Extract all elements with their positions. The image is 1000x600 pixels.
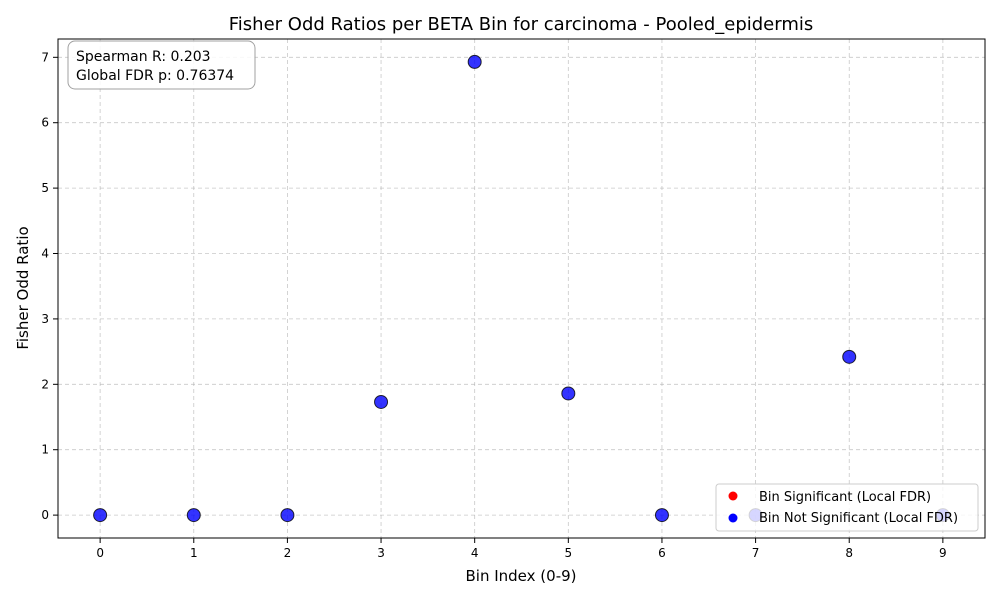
- data-point: [654, 508, 669, 523]
- spearman-text: Spearman R: 0.203: [76, 49, 211, 65]
- data-point: [186, 508, 201, 523]
- data-points: [93, 54, 950, 523]
- data-point: [467, 54, 482, 69]
- x-tick-label: 4: [471, 546, 479, 560]
- data-point: [842, 349, 857, 364]
- x-tick-label: 1: [190, 546, 198, 560]
- y-axis-label: Fisher Odd Ratio: [14, 226, 32, 349]
- x-tick-label: 7: [752, 546, 760, 560]
- x-axis-label: Bin Index (0-9): [466, 567, 577, 585]
- x-tick-label: 0: [96, 546, 104, 560]
- stats-box: Spearman R: 0.203 Global FDR p: 0.76374: [67, 40, 256, 90]
- legend-label-significant: Bin Significant (Local FDR): [759, 490, 931, 505]
- y-tick-label: 5: [41, 181, 49, 195]
- x-tick-label: 2: [284, 546, 292, 560]
- x-tick-label: 9: [939, 546, 947, 560]
- y-tick-label: 6: [41, 116, 49, 130]
- legend: Bin Significant (Local FDR) Bin Not Sign…: [715, 483, 979, 532]
- data-point: [93, 508, 108, 523]
- data-point: [561, 386, 576, 401]
- data-point: [374, 394, 389, 409]
- x-tick-label: 5: [564, 546, 572, 560]
- data-point: [280, 508, 295, 523]
- y-tick-label: 0: [41, 508, 49, 522]
- x-tick-label: 3: [377, 546, 385, 560]
- plot-frame: [57, 38, 986, 539]
- x-tick-label: 6: [658, 546, 666, 560]
- y-tick-label: 2: [41, 377, 49, 391]
- y-tick-label: 4: [41, 247, 49, 261]
- legend-marker-not-significant: [728, 513, 738, 523]
- legend-label-not-significant: Bin Not Significant (Local FDR): [759, 511, 958, 526]
- grid: [58, 39, 985, 538]
- x-tick-label: 8: [845, 546, 853, 560]
- legend-marker-significant: [728, 491, 738, 501]
- chart-title: Fisher Odd Ratios per BETA Bin for carci…: [229, 14, 814, 35]
- y-tick-label: 1: [41, 443, 49, 457]
- axis-ticks: 0 1 2 3 4 5 6 7 8 9 0 1 2 3 4 5 6 7: [41, 50, 946, 560]
- y-tick-label: 7: [41, 50, 49, 64]
- global-fdr-text: Global FDR p: 0.76374: [76, 68, 234, 84]
- y-tick-label: 3: [41, 312, 49, 326]
